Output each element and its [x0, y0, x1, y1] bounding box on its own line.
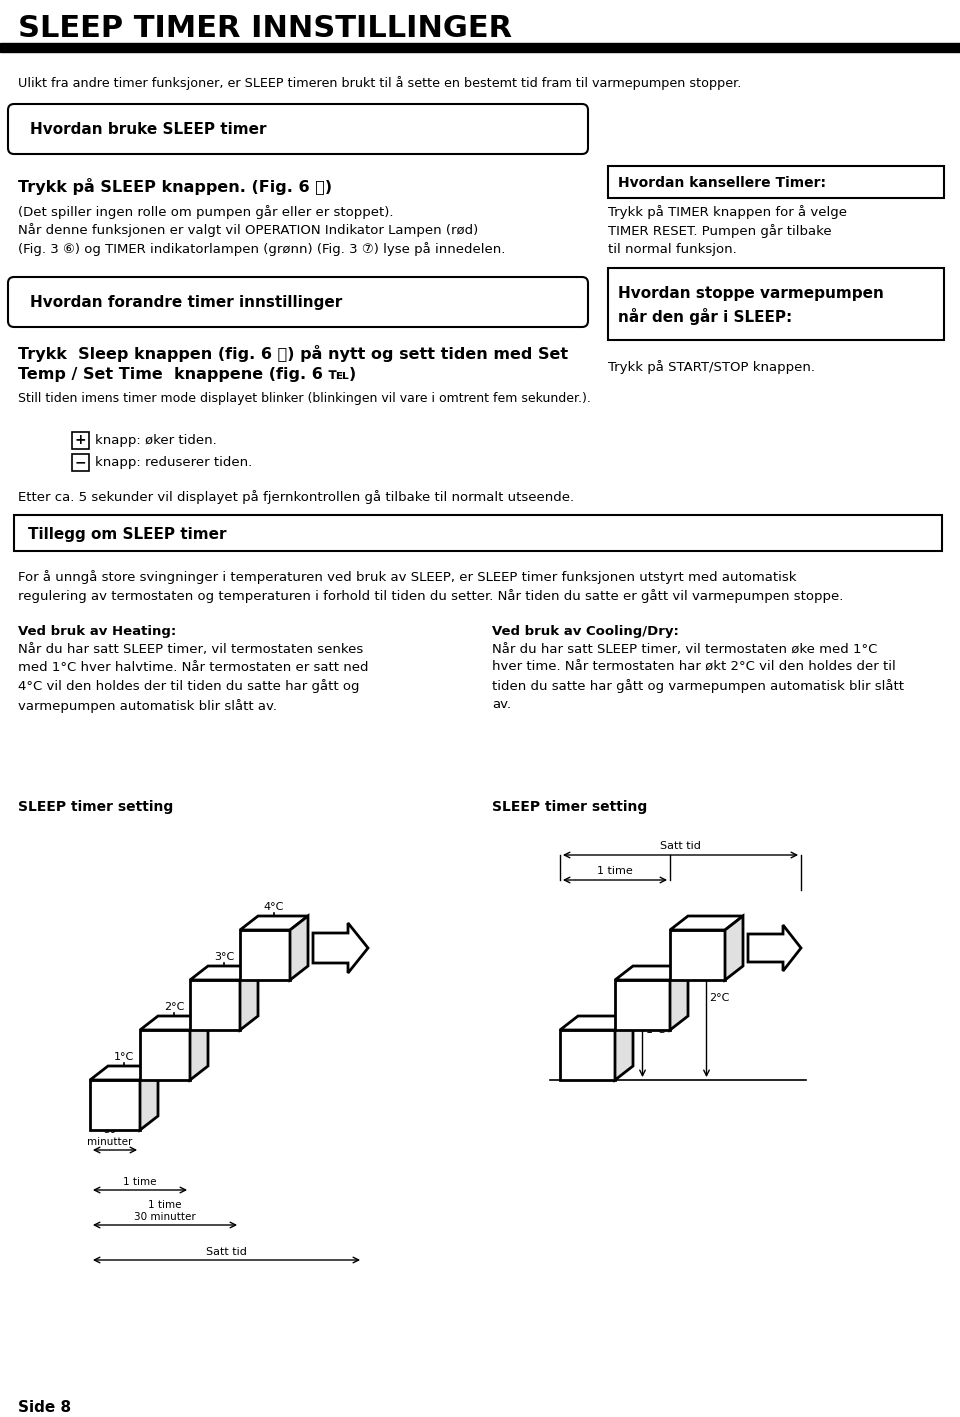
Polygon shape: [560, 1030, 615, 1080]
Polygon shape: [240, 966, 258, 1030]
Text: SLEEP TIMER INNSTILLINGER: SLEEP TIMER INNSTILLINGER: [18, 14, 512, 43]
Text: For å unngå store svingninger i temperaturen ved bruk av SLEEP, er SLEEP timer f: For å unngå store svingninger i temperat…: [18, 570, 844, 604]
Polygon shape: [190, 981, 240, 1030]
Polygon shape: [615, 966, 688, 981]
Text: Når du har satt SLEEP timer, vil termostaten senkes
med 1°C hver halvtime. Når t: Når du har satt SLEEP timer, vil termost…: [18, 643, 369, 713]
Text: Hvordan bruke SLEEP timer: Hvordan bruke SLEEP timer: [30, 122, 267, 137]
Polygon shape: [725, 915, 743, 981]
Text: knapp: øker tiden.: knapp: øker tiden.: [95, 434, 217, 446]
Polygon shape: [313, 922, 368, 973]
Text: knapp: reduserer tiden.: knapp: reduserer tiden.: [95, 456, 252, 469]
Text: 1 time: 1 time: [123, 1178, 156, 1187]
Text: 1°C: 1°C: [645, 1024, 665, 1034]
Text: Still tiden imens timer mode displayet blinker (blinkingen vil vare i omtrent fe: Still tiden imens timer mode displayet b…: [18, 393, 590, 405]
Polygon shape: [290, 915, 308, 981]
Polygon shape: [670, 915, 743, 930]
Bar: [608, 166, 944, 198]
Text: Satt tid: Satt tid: [660, 842, 701, 852]
Text: Hvordan kansellere Timer:: Hvordan kansellere Timer:: [618, 176, 826, 190]
Text: SLEEP timer setting: SLEEP timer setting: [18, 801, 173, 813]
Bar: [72, 453, 89, 470]
Bar: [608, 268, 944, 340]
Polygon shape: [748, 925, 801, 971]
Text: Hvordan forandre timer innstillinger: Hvordan forandre timer innstillinger: [30, 296, 343, 310]
Text: Tillegg om SLEEP timer: Tillegg om SLEEP timer: [28, 527, 227, 541]
Polygon shape: [90, 1080, 140, 1129]
Text: Når du har satt SLEEP timer, vil termostaten øke med 1°C
hver time. Når termosta: Når du har satt SLEEP timer, vil termost…: [492, 643, 904, 711]
Text: 2°C: 2°C: [709, 993, 730, 1003]
Text: Trykk på TIMER knappen for å velge
TIMER RESET. Pumpen går tilbake
til normal fu: Trykk på TIMER knappen for å velge TIMER…: [608, 205, 847, 256]
Polygon shape: [190, 966, 258, 981]
Text: Trykk på SLEEP knappen. (Fig. 6 ⓚ): Trykk på SLEEP knappen. (Fig. 6 ⓚ): [18, 179, 332, 196]
Polygon shape: [140, 1066, 158, 1129]
Text: 1°C: 1°C: [114, 1051, 134, 1061]
Bar: [14, 514, 942, 551]
Polygon shape: [140, 1030, 190, 1080]
Text: (Det spiller ingen rolle om pumpen går eller er stoppet).: (Det spiller ingen rolle om pumpen går e…: [18, 205, 394, 220]
Text: −: −: [75, 455, 86, 469]
Polygon shape: [190, 1016, 208, 1080]
Text: Ulikt fra andre timer funksjoner, er SLEEP timeren brukt til å sette en bestemt : Ulikt fra andre timer funksjoner, er SLE…: [18, 77, 741, 89]
Text: Ved bruk av Heating:: Ved bruk av Heating:: [18, 625, 177, 638]
Text: 30
minutter: 30 minutter: [87, 1125, 132, 1146]
Polygon shape: [560, 1016, 633, 1030]
Text: Side 8: Side 8: [18, 1400, 71, 1416]
Polygon shape: [240, 915, 308, 930]
Polygon shape: [240, 930, 290, 981]
Text: 1 time
30 minutter: 1 time 30 minutter: [134, 1200, 196, 1221]
Polygon shape: [140, 1016, 208, 1030]
Text: Satt tid: Satt tid: [206, 1247, 247, 1257]
Text: 1 time: 1 time: [597, 866, 633, 876]
Bar: [0, 43, 960, 52]
Text: 4°C: 4°C: [264, 903, 284, 913]
Text: Trykk på START/STOP knappen.: Trykk på START/STOP knappen.: [608, 360, 815, 374]
Text: Når denne funksjonen er valgt vil OPERATION Indikator Lampen (rød)
(Fig. 3 ⑥) og: Når denne funksjonen er valgt vil OPERAT…: [18, 222, 505, 256]
Polygon shape: [670, 930, 725, 981]
Text: Hvordan stoppe varmepumpen
når den går i SLEEP:: Hvordan stoppe varmepumpen når den går i…: [618, 286, 884, 324]
Text: 3°C: 3°C: [214, 952, 234, 962]
Text: 2°C: 2°C: [164, 1002, 184, 1012]
Polygon shape: [615, 1016, 633, 1080]
Text: SLEEP timer setting: SLEEP timer setting: [492, 801, 647, 813]
FancyBboxPatch shape: [8, 103, 588, 154]
Text: Ved bruk av Cooling/Dry:: Ved bruk av Cooling/Dry:: [492, 625, 679, 638]
Polygon shape: [90, 1066, 158, 1080]
Polygon shape: [670, 966, 688, 1030]
FancyBboxPatch shape: [8, 276, 588, 327]
Bar: [72, 432, 89, 449]
Text: +: +: [75, 434, 86, 448]
Text: Trykk  Sleep knappen (fig. 6 ⓚ) på nytt og sett tiden med Set
Temp / Set Time  k: Trykk Sleep knappen (fig. 6 ⓚ) på nytt o…: [18, 344, 568, 381]
Text: Etter ca. 5 sekunder vil displayet på fjernkontrollen gå tilbake til normalt uts: Etter ca. 5 sekunder vil displayet på fj…: [18, 490, 574, 504]
Polygon shape: [615, 981, 670, 1030]
